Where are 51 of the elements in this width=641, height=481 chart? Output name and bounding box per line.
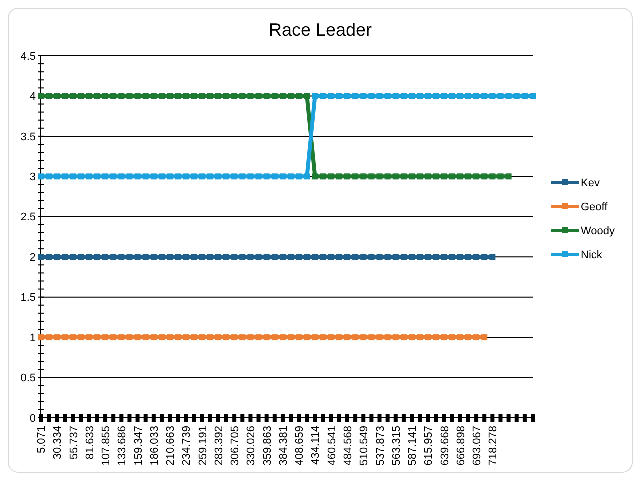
- x-tick-label: 359.863: [262, 426, 274, 466]
- legend-label: Nick: [581, 249, 603, 262]
- x-tick-label: 484.568: [342, 426, 354, 466]
- point: [38, 93, 44, 100]
- x-tick-label: 666.898: [455, 426, 468, 466]
- y-tick-label: 4: [30, 91, 36, 104]
- point: [38, 254, 44, 260]
- y-tick-label: 2: [30, 252, 36, 264]
- x-tick-label: 384.381: [278, 426, 290, 466]
- y-tick-label: 2.5: [20, 212, 36, 224]
- point: [506, 174, 512, 180]
- x-tick-label: 460.541: [326, 426, 338, 466]
- point: [482, 334, 488, 341]
- x-tick-label: 693.067: [472, 426, 484, 466]
- x-tick-label: 639.668: [439, 426, 452, 466]
- point: [490, 254, 496, 260]
- legend-label: Geoff: [581, 201, 609, 214]
- y-tick-label: 1: [30, 332, 36, 344]
- y-tick-label: 3.5: [20, 131, 36, 144]
- x-tick-label: 537.873: [374, 426, 387, 466]
- x-tick-label: 107.855: [100, 426, 113, 466]
- x-tick-label: 283.392: [213, 426, 226, 466]
- x-tick-label: 81.633: [84, 426, 96, 460]
- x-tick-label: 718.278: [488, 426, 500, 466]
- x-tick-label: 234.739: [181, 426, 194, 466]
- point: [38, 334, 44, 341]
- x-tick-label: 434.114: [310, 426, 322, 465]
- x-tick-label: 133.686: [116, 426, 129, 466]
- x-tick-label: 186.033: [148, 426, 161, 466]
- x-tick-label: 55.737: [68, 426, 80, 460]
- x-tick-label: 159.347: [132, 426, 145, 466]
- y-tick-label: 0: [30, 412, 36, 425]
- x-tick-label: 563.315: [390, 426, 403, 466]
- y-tick-label: 1.5: [20, 292, 36, 304]
- y-tick-label: 3: [30, 172, 36, 184]
- chart-title: Race Leader: [268, 20, 372, 40]
- legend-label: Woody: [581, 225, 616, 238]
- x-tick-label: 259.191: [197, 426, 210, 466]
- x-tick-label: 510.549: [358, 426, 371, 466]
- x-tick-label: 30.334: [52, 426, 64, 460]
- x-tick-label: 5.071: [36, 426, 48, 454]
- point: [304, 93, 310, 100]
- y-tick-label: 4.5: [20, 50, 36, 63]
- x-tick-label: 330.026: [246, 426, 258, 466]
- legend-label: Kev: [581, 177, 600, 190]
- x-tick-label: 306.705: [230, 426, 242, 466]
- y-tick-label: 0.5: [20, 372, 36, 385]
- x-tick-label: 587.141: [407, 426, 420, 466]
- x-tick-label: 408.659: [294, 426, 306, 466]
- x-tick-label: 615.957: [423, 426, 436, 466]
- x-tick-label: 210.663: [165, 426, 178, 466]
